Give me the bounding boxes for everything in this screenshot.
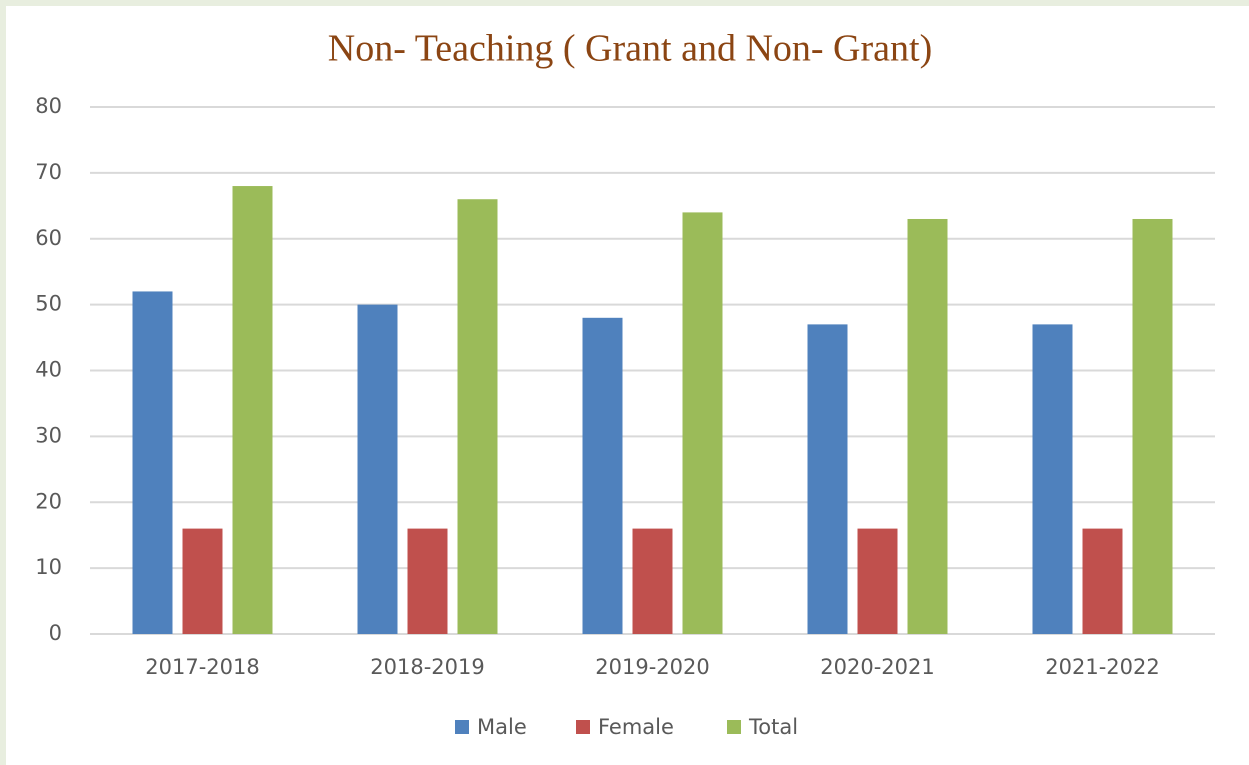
bar [1132, 218, 1173, 635]
bar [682, 212, 723, 634]
bar [632, 528, 673, 634]
bar [182, 528, 223, 634]
y-tick-label: 80 [35, 94, 62, 118]
bar [357, 304, 398, 634]
legend-label: Female [598, 715, 674, 739]
y-tick-label: 70 [35, 160, 62, 184]
x-tick-label: 2017-2018 [145, 655, 259, 679]
bar [907, 218, 948, 635]
y-tick-label: 60 [35, 226, 62, 250]
bar [582, 317, 623, 634]
bar [232, 186, 273, 635]
legend-label: Total [748, 715, 798, 739]
y-tick-label: 30 [35, 423, 62, 447]
bar [457, 199, 498, 634]
x-tick-label: 2021-2022 [1045, 655, 1159, 679]
x-tick-label: 2020-2021 [820, 655, 934, 679]
y-tick-label: 50 [35, 292, 62, 316]
y-tick-label: 40 [35, 358, 62, 382]
legend-swatch [727, 720, 741, 734]
bar [407, 528, 448, 634]
legend-label: Male [477, 715, 527, 739]
y-tick-label: 10 [35, 555, 62, 579]
legend-swatch [455, 720, 469, 734]
y-tick-label: 20 [35, 489, 62, 513]
legend-swatch [576, 720, 590, 734]
x-tick-label: 2018-2019 [370, 655, 484, 679]
bar [132, 291, 173, 634]
bar [1082, 528, 1123, 634]
bar [1032, 324, 1073, 634]
x-tick-label: 2019-2020 [595, 655, 709, 679]
chart-title: Non- Teaching ( Grant and Non- Grant) [328, 28, 932, 70]
y-tick-label: 0 [49, 621, 62, 645]
bar [857, 528, 898, 634]
bar [807, 324, 848, 634]
